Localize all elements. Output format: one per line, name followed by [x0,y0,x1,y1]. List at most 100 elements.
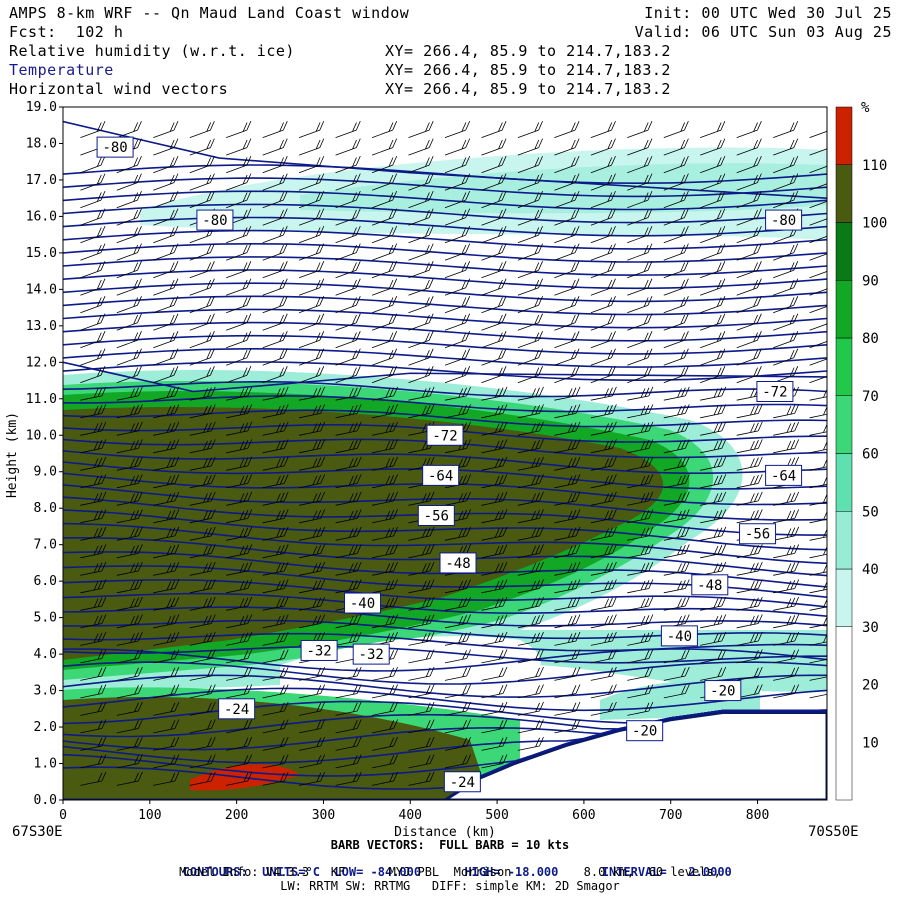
contour-label-box [739,523,777,545]
wind-barb [517,348,543,366]
contour-label: -56 [417,505,455,527]
y-tick-label: 4.0 [34,647,57,662]
wind-barb [262,474,289,489]
contour-label: -24 [443,771,481,793]
isotherm-line [63,203,827,224]
contour-label-box [765,209,803,231]
wind-barb [408,190,434,209]
wind-barb [153,561,180,576]
colorbar-band [835,164,853,223]
wind-barb [627,120,653,138]
wind-barb [700,631,727,646]
wind-barb [153,701,180,716]
wind-barb [517,421,544,436]
contour-label: -32 [352,643,390,665]
colorbar-band [835,395,853,454]
wind-barb [153,261,179,279]
wind-barb [590,243,616,261]
wind-barb [481,474,508,489]
y-tick-label: 19.0 [26,100,57,115]
wind-barb [226,366,252,384]
wind-barb [153,736,180,751]
wind-barb [335,771,362,786]
wind-barb [627,190,653,209]
wind-barb [298,366,325,384]
wind-barb [262,439,289,454]
wind-barb [736,296,762,314]
wind-barb [554,474,581,489]
wind-barb [700,509,727,524]
wind-barb [481,366,507,384]
wind-barb [517,649,544,664]
wind-barb [226,225,252,244]
wind-barb [299,439,326,454]
wind-barb [736,155,762,174]
wind-barb [262,404,289,419]
wind-barb [408,278,434,296]
wind-barb [444,386,471,401]
wind-barb [153,404,180,419]
wind-barb [736,544,763,559]
wind-barb [481,614,508,629]
colorbar-unit: % [861,100,870,116]
wind-barb [444,225,471,244]
wind-barb [262,331,288,349]
wind-barb [116,348,142,366]
wind-barb [590,278,616,296]
contour-label-text: -64 [771,468,796,484]
wind-barb [372,491,398,506]
wind-barb [372,404,398,419]
wind-barb [153,348,179,366]
wind-barb [262,754,289,769]
wind-barb [481,190,507,209]
contour-label: -24 [218,698,256,720]
wind-barb [700,614,727,629]
wind-barb [226,544,253,559]
wind-barb [153,474,180,489]
contour-labels: -80 -80 -80 -72 -72 -64 -64 -56 -56 -48 -48 -40 -40 -… [96,136,803,793]
wind-barb [481,736,508,751]
wind-barb [554,331,580,349]
colorbar-band [835,222,853,281]
wind-barb [371,313,398,331]
wind-barb [408,296,434,314]
wind-barb [335,719,362,734]
wind-barb [444,719,471,734]
wind-barb [517,509,544,524]
wind-barb [408,596,435,611]
wind-barb [627,614,654,629]
wind-barb [299,754,326,769]
wind-barb [262,120,288,138]
isotherm-line [63,216,827,237]
wind-barb [517,439,544,454]
y-axis-label: Height (km) [5,412,20,498]
wind-barb [372,771,398,786]
wind-barb [627,296,653,314]
wind-barb [80,579,107,594]
wind-barb [80,208,106,226]
wind-barb [517,208,543,226]
wind-barb [371,243,398,261]
wind-barb [590,439,617,454]
wind-barb [736,596,763,611]
isotherm-line [63,522,827,565]
contour-label-box [691,574,729,596]
wind-barb [554,208,580,226]
wind-barb [809,616,827,629]
wind-barb [517,313,543,331]
isotherm-line [63,450,827,474]
wind-barb [517,596,544,611]
wind-barb [627,491,654,506]
wind-barb [262,771,289,786]
wind-barb [809,423,827,436]
wind-barb [299,474,326,489]
wind-barb [408,631,435,646]
wind-barb [408,261,434,279]
wind-barb [116,331,142,349]
colorbar-tick-label: 60 [862,447,879,463]
wind-barb [809,475,827,489]
wind-barb [663,491,690,506]
contour-label: -80 [196,209,234,231]
wind-barb [627,243,653,261]
wind-barb [80,561,107,576]
